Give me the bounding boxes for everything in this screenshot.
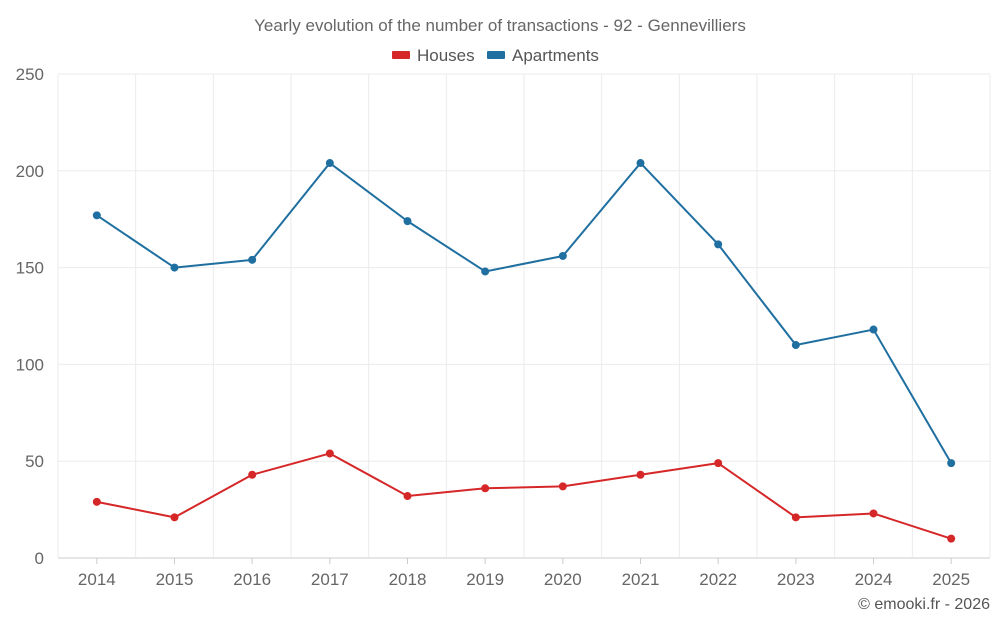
x-tick-label: 2022 <box>699 570 737 589</box>
y-tick-label: 250 <box>16 65 44 84</box>
data-point-houses[interactable] <box>481 484 490 493</box>
data-point-apartments[interactable] <box>947 459 956 468</box>
chart-title: Yearly evolution of the number of transa… <box>254 16 746 35</box>
legend-label-houses: Houses <box>417 46 475 65</box>
data-point-houses[interactable] <box>714 459 723 468</box>
series <box>92 159 956 543</box>
data-point-apartments[interactable] <box>92 211 101 220</box>
data-point-apartments[interactable] <box>869 325 878 334</box>
legend-label-apartments: Apartments <box>512 46 599 65</box>
series-line-houses <box>96 452 952 540</box>
legend-item-houses[interactable]: Houses <box>392 46 475 65</box>
x-tick-label: 2018 <box>389 570 427 589</box>
legend-swatch-apartments <box>487 51 505 59</box>
data-point-apartments[interactable] <box>248 255 257 264</box>
grid <box>57 73 991 559</box>
x-tick-label: 2019 <box>466 570 504 589</box>
data-point-apartments[interactable] <box>170 263 179 272</box>
data-point-apartments[interactable] <box>481 267 490 276</box>
data-point-houses[interactable] <box>403 492 412 501</box>
axes: 0 50 100 150 200 250 2014 2015 2016 2017 2018 2019 2… <box>16 65 970 589</box>
data-point-houses[interactable] <box>170 513 179 522</box>
data-point-houses[interactable] <box>947 534 956 543</box>
x-tick-label: 2025 <box>932 570 970 589</box>
data-point-apartments[interactable] <box>558 251 567 260</box>
data-point-apartments[interactable] <box>791 341 800 350</box>
data-point-houses[interactable] <box>325 449 334 458</box>
data-point-apartments[interactable] <box>403 217 412 226</box>
series-apartments <box>92 159 956 468</box>
data-point-houses[interactable] <box>248 470 257 479</box>
x-tick-label: 2023 <box>777 570 815 589</box>
legend: Houses Apartments <box>392 46 599 65</box>
data-point-houses[interactable] <box>558 482 567 491</box>
data-point-houses[interactable] <box>92 497 101 506</box>
y-tick-label: 200 <box>16 162 44 181</box>
y-tick-label: 100 <box>16 355 44 374</box>
y-tick-label: 0 <box>35 549 44 568</box>
x-tick-label: 2014 <box>78 570 116 589</box>
legend-item-apartments[interactable]: Apartments <box>487 46 599 65</box>
y-tick-label: 150 <box>16 259 44 278</box>
x-tick-label: 2016 <box>233 570 271 589</box>
series-line-apartments <box>96 162 953 464</box>
data-point-apartments[interactable] <box>636 159 645 168</box>
x-tick-label: 2024 <box>855 570 893 589</box>
legend-swatch-houses <box>392 51 410 59</box>
credit-text: © emooki.fr - 2026 <box>858 596 990 613</box>
y-tick-label: 50 <box>25 452 44 471</box>
x-tick-label: 2020 <box>544 570 582 589</box>
series-houses <box>92 449 956 543</box>
x-tick-label: 2015 <box>156 570 194 589</box>
x-tick-label: 2021 <box>622 570 660 589</box>
data-point-houses[interactable] <box>869 509 878 518</box>
data-point-apartments[interactable] <box>714 240 723 249</box>
data-point-houses[interactable] <box>636 470 645 479</box>
x-tick-label: 2017 <box>311 570 349 589</box>
data-point-houses[interactable] <box>791 513 800 522</box>
data-point-apartments[interactable] <box>325 159 334 168</box>
